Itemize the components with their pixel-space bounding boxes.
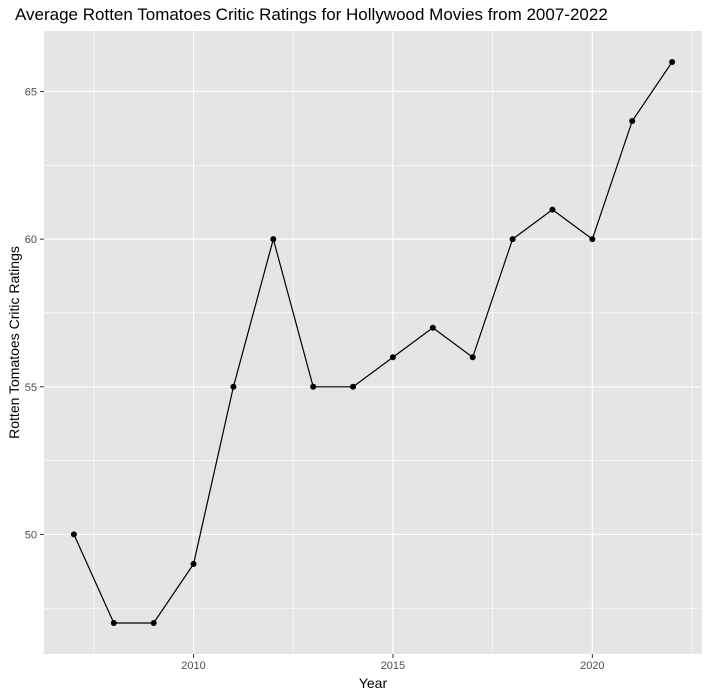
y-axis-ticks: 50 55 60 65	[25, 87, 44, 541]
y-tick-label: 55	[25, 382, 37, 394]
data-point	[589, 236, 596, 243]
series-points-group	[70, 59, 676, 626]
y-axis-title: Rotten Tomatoes Critic Ratings	[6, 246, 22, 439]
data-point	[190, 560, 197, 567]
minor-x-grid	[93, 31, 693, 654]
x-axis-ticks: 2010 2015 2020	[181, 654, 605, 672]
data-point	[629, 118, 636, 125]
data-point	[350, 383, 357, 390]
major-x-grid	[192, 31, 593, 654]
data-point	[469, 354, 476, 361]
x-axis-title: Year	[359, 675, 388, 691]
data-point	[230, 383, 237, 390]
data-point	[389, 354, 396, 361]
x-tick-label: 2015	[381, 660, 405, 672]
x-tick-label: 2020	[580, 660, 604, 672]
data-point	[150, 619, 157, 626]
y-tick-label: 65	[25, 87, 37, 99]
data-point	[669, 59, 676, 66]
data-point	[429, 324, 436, 331]
data-point	[310, 383, 317, 390]
data-point	[270, 236, 277, 243]
x-tick-label: 2010	[181, 660, 205, 672]
y-tick-label: 50	[25, 529, 37, 541]
series-line-group	[73, 61, 673, 624]
data-point	[549, 206, 556, 213]
data-point	[509, 236, 516, 243]
data-point	[110, 619, 117, 626]
series-line	[73, 61, 673, 624]
y-tick-label: 60	[25, 234, 37, 246]
chart-title: Average Rotten Tomatoes Critic Ratings f…	[15, 5, 608, 24]
data-point	[70, 531, 77, 538]
plot-panel	[44, 31, 702, 654]
